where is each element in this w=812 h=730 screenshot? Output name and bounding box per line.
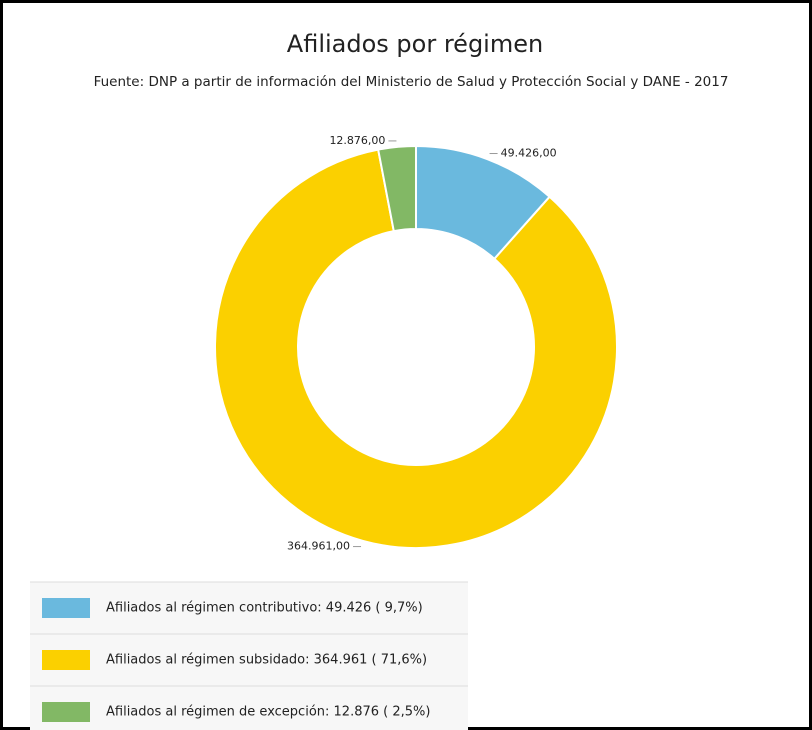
data-label: 364.961,00 [287, 540, 350, 553]
legend-row [30, 582, 468, 634]
donut-slice [214, 148, 618, 549]
data-label: 12.876,00 [329, 134, 385, 147]
donut-slice [376, 144, 417, 233]
legend-swatch [42, 598, 90, 618]
chart-title: Afiliados por régimen [287, 30, 543, 58]
chart-subtitle: Fuente: DNP a partir de información del … [94, 74, 729, 90]
legend-label: Afiliados al régimen de excepción: 12.87… [106, 705, 430, 720]
legend-row [30, 634, 468, 686]
legend-label: Afiliados al régimen subsidado: 364.961 … [106, 653, 427, 668]
legend-swatch [42, 650, 90, 670]
legend-swatch [42, 702, 90, 722]
data-label: 49.426,00 [501, 147, 557, 160]
legend-row [30, 686, 468, 730]
legend-label: Afiliados al régimen contributivo: 49.42… [106, 601, 423, 616]
